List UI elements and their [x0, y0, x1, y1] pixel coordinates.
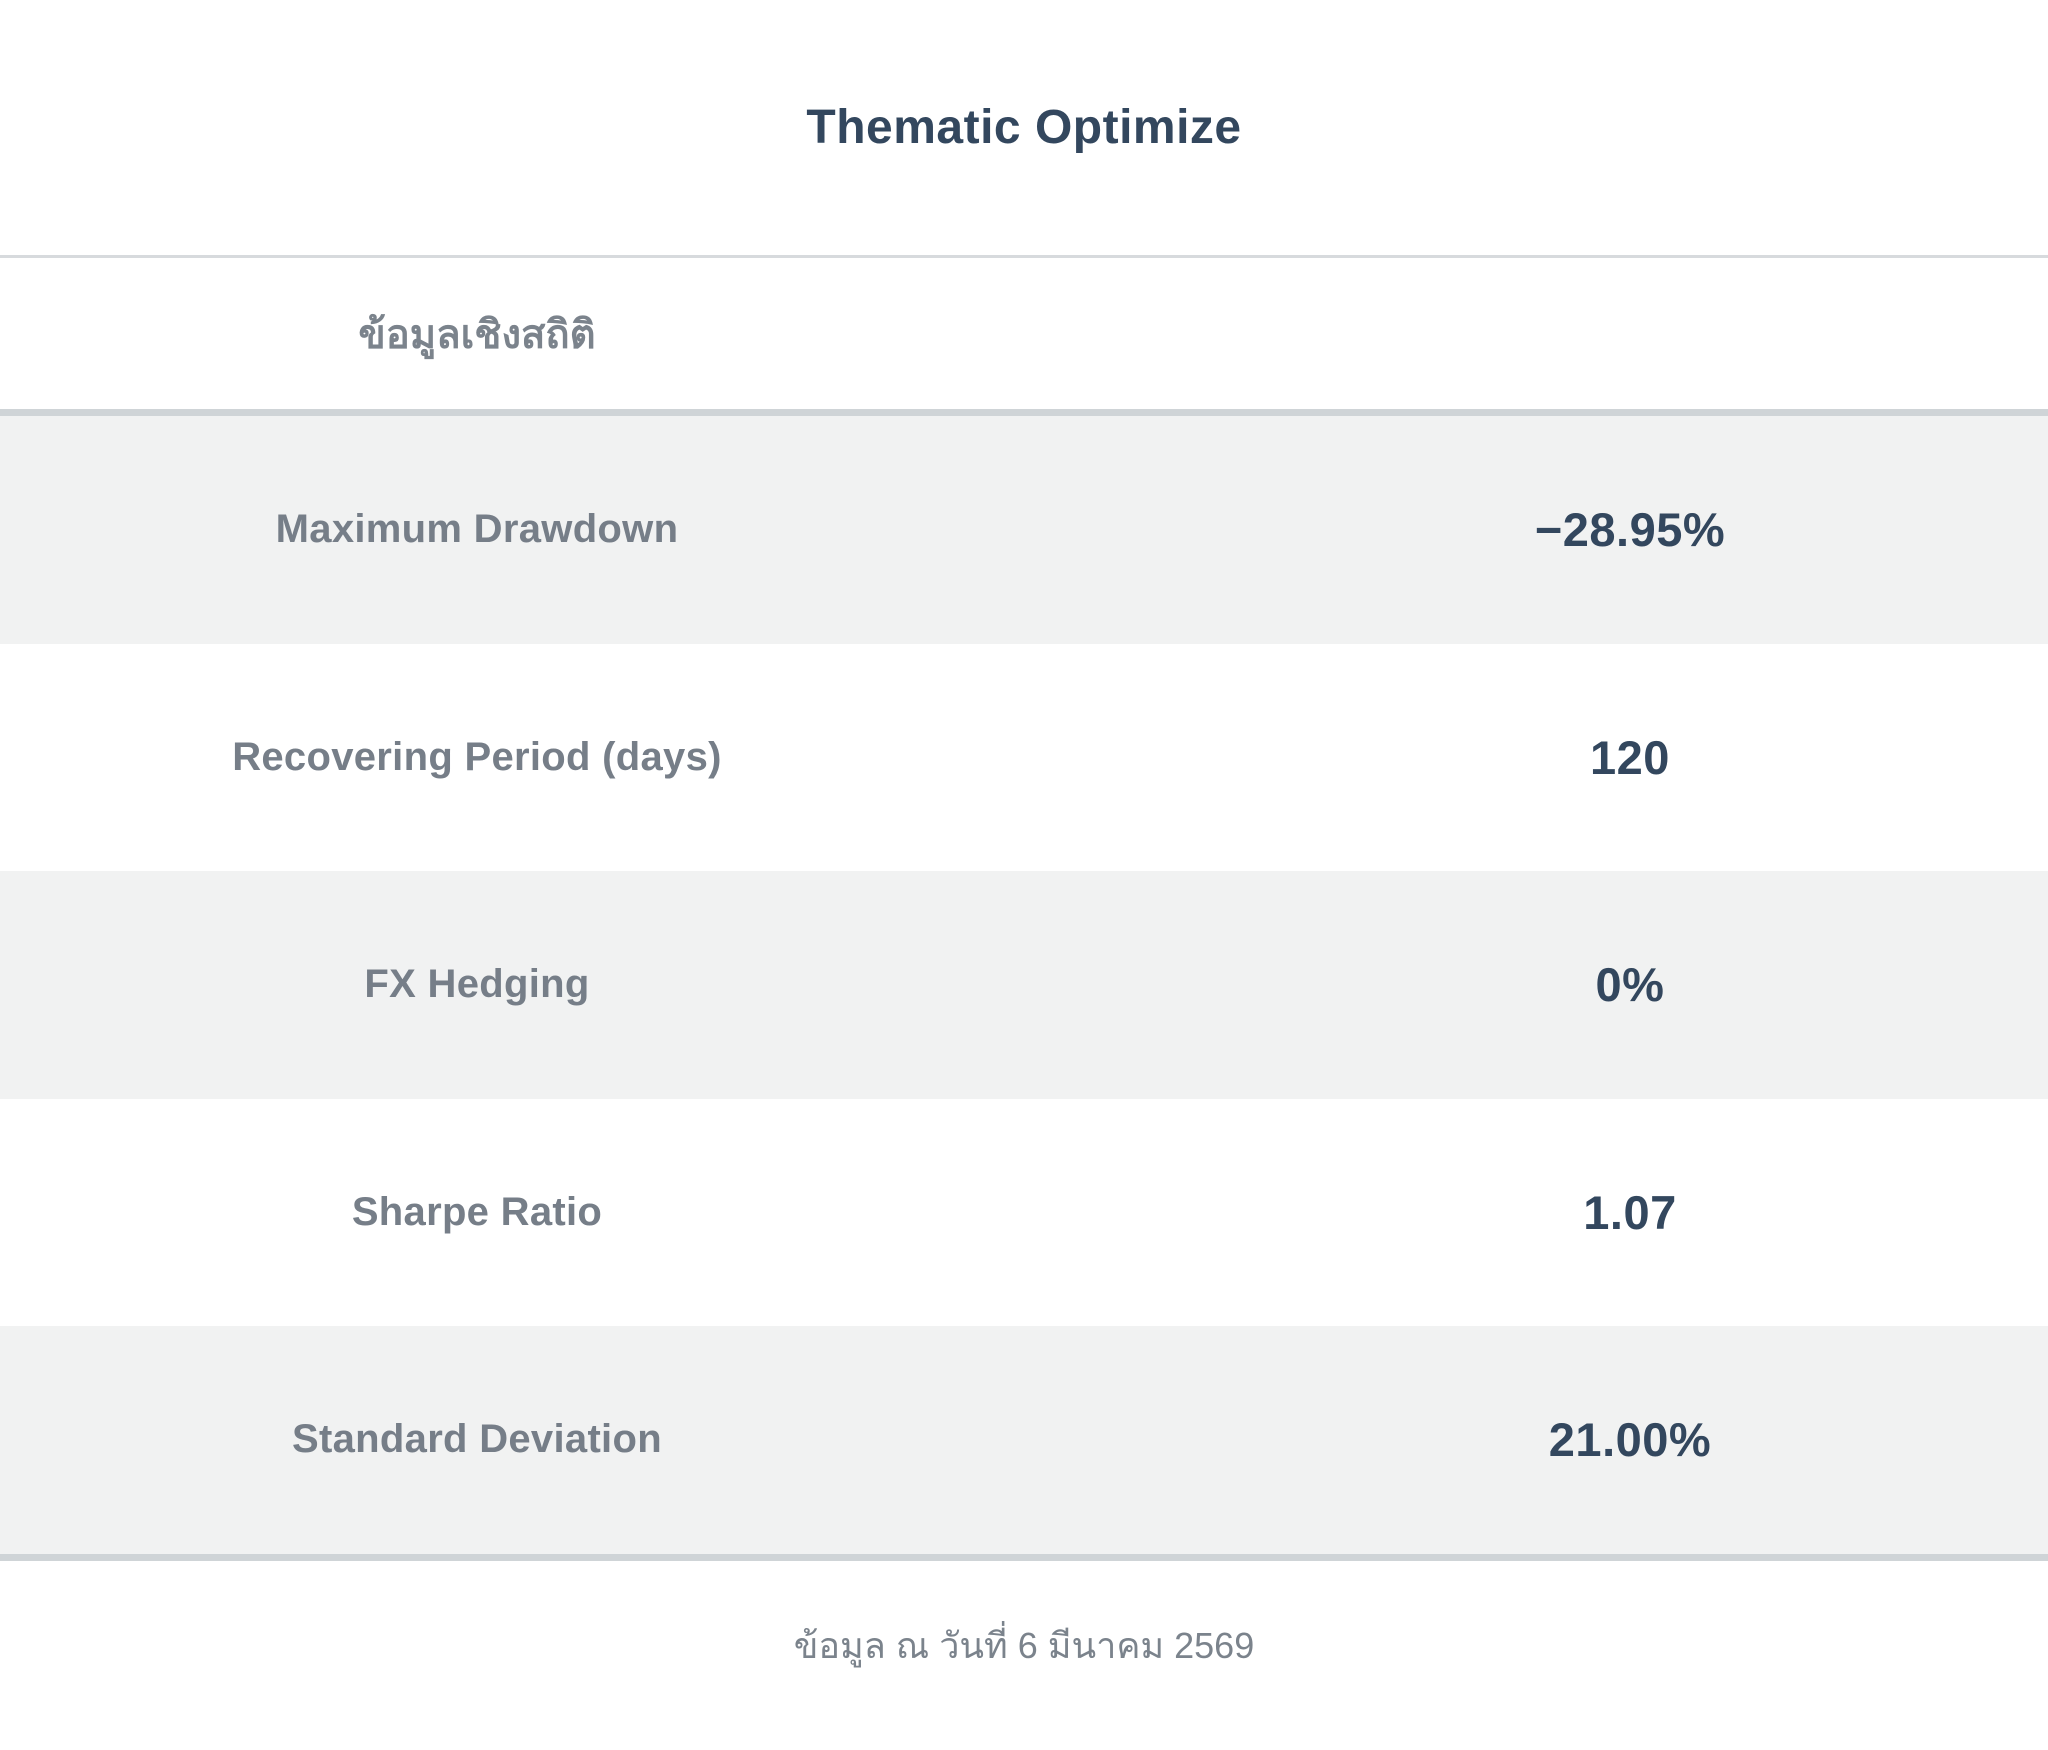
page-title: Thematic Optimize: [806, 101, 1242, 154]
statistics-section-header: ข้อมูลเชิงสถิติ: [0, 258, 2048, 409]
statistics-section-title: ข้อมูลเชิงสถิติ: [358, 312, 596, 357]
header-divider: [0, 255, 2048, 258]
data-as-of-note: ข้อมูล ณ วันที่ 6 มีนาคม 2569: [793, 1624, 1255, 1666]
table-row: Sharpe Ratio 1.07: [0, 1098, 2048, 1326]
page-footer: ข้อมูล ณ วันที่ 6 มีนาคม 2569: [0, 1561, 2048, 1750]
statistics-table: Maximum Drawdown −28.95% Recovering Peri…: [0, 416, 2048, 1554]
stat-label: FX Hedging: [364, 962, 590, 1007]
stat-label: Maximum Drawdown: [275, 507, 679, 552]
stat-value: 0%: [1595, 958, 1665, 1012]
page-header: Thematic Optimize: [0, 0, 2048, 255]
table-top-divider: [0, 409, 2048, 416]
stat-label: Sharpe Ratio: [351, 1189, 603, 1234]
table-row: FX Hedging 0%: [0, 871, 2048, 1099]
stat-value: −28.95%: [1534, 503, 1726, 557]
table-row: Recovering Period (days) 120: [0, 643, 2048, 871]
table-bottom-divider: [0, 1553, 2048, 1561]
stat-value: 120: [1590, 730, 1670, 784]
stat-value: 1.07: [1583, 1185, 1677, 1239]
table-row: Standard Deviation 21.00%: [0, 1326, 2048, 1554]
stat-label: Recovering Period (days): [232, 734, 722, 779]
stat-value: 21.00%: [1548, 1413, 1712, 1467]
table-row: Maximum Drawdown −28.95%: [0, 416, 2048, 644]
stat-label: Standard Deviation: [292, 1417, 662, 1462]
